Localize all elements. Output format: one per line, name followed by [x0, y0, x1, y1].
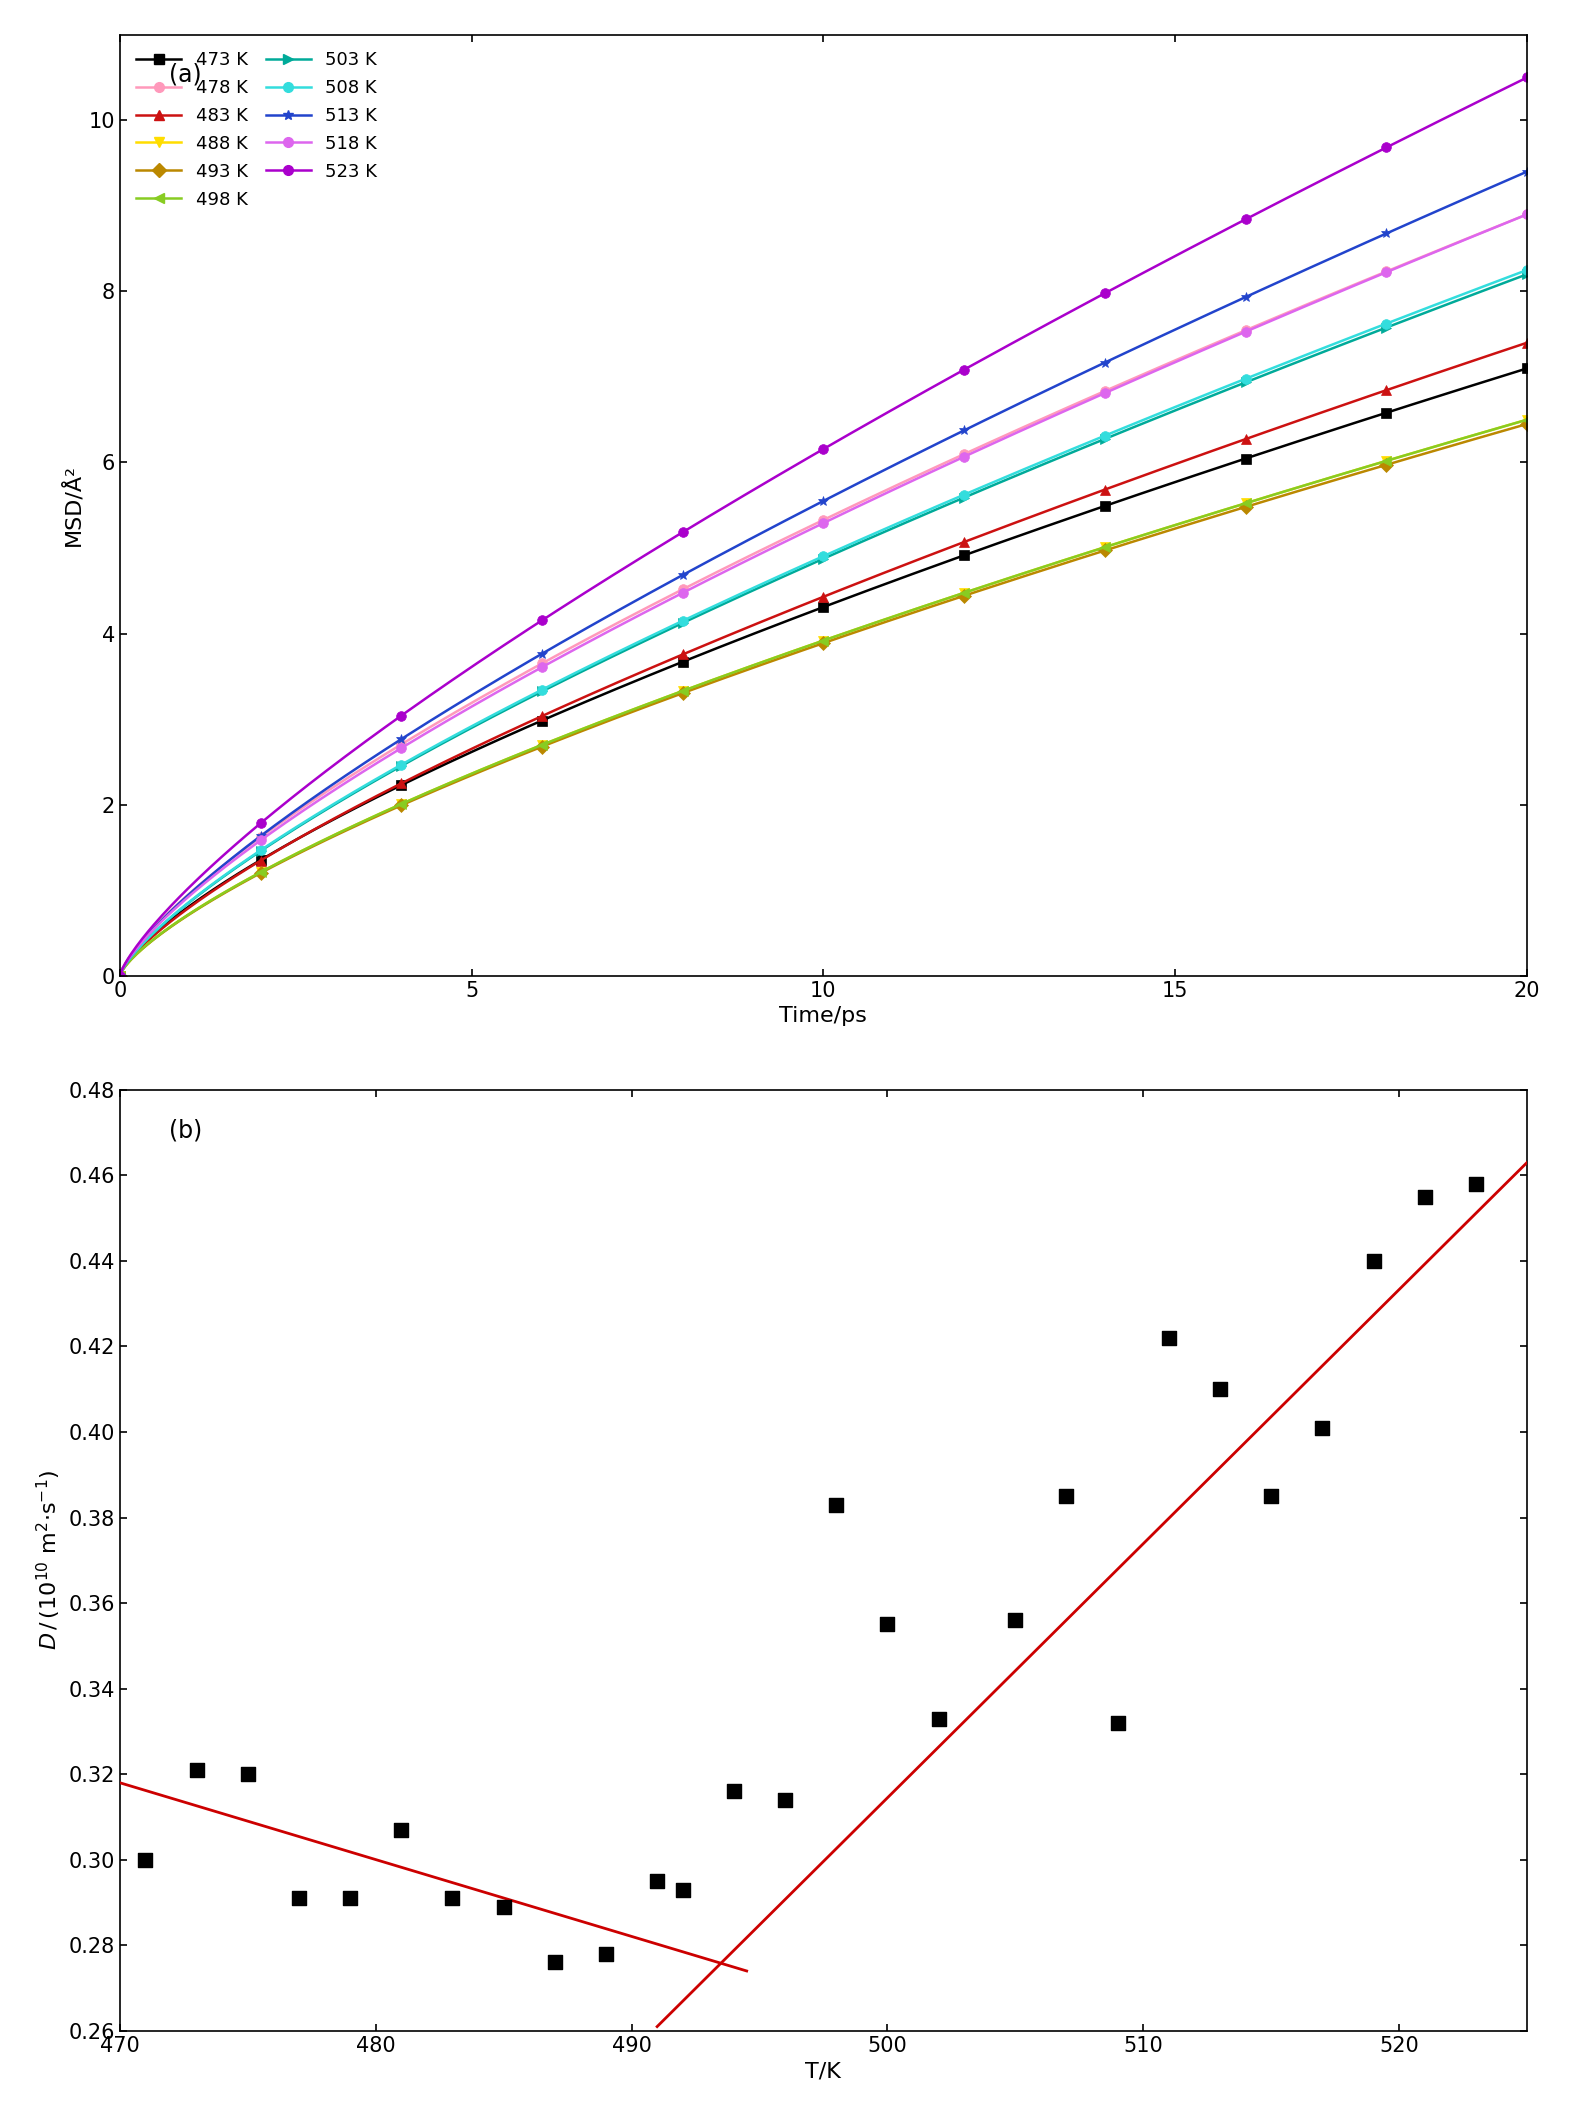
Point [235, 1756, 260, 1790]
Point [1310, 1411, 1336, 1445]
Text: (a): (a) [169, 63, 202, 87]
Point [389, 1813, 414, 1847]
Point [287, 1881, 312, 1915]
Point [439, 1881, 465, 1915]
Point [1361, 1244, 1386, 1278]
Point [874, 1608, 899, 1642]
Point [1413, 1181, 1438, 1215]
Point [132, 1843, 158, 1877]
Point [1208, 1373, 1233, 1407]
Text: (b): (b) [169, 1117, 202, 1143]
Point [1003, 1604, 1028, 1638]
Point [1156, 1320, 1181, 1354]
Point [824, 1488, 849, 1521]
Point [337, 1881, 362, 1915]
Point [1463, 1166, 1488, 1200]
X-axis label: T/K: T/K [805, 2061, 841, 2082]
X-axis label: Time/ps: Time/ps [780, 1007, 868, 1026]
Point [669, 1873, 695, 1907]
Point [594, 1936, 619, 1970]
Point [1258, 1479, 1284, 1513]
Point [1106, 1705, 1131, 1739]
Legend: 473 K, 478 K, 483 K, 488 K, 493 K, 498 K, 503 K, 508 K, 513 K, 518 K, 523 K: 473 K, 478 K, 483 K, 488 K, 493 K, 498 K… [129, 44, 384, 216]
Point [491, 1890, 517, 1923]
Point [542, 1945, 567, 1978]
Y-axis label: $D\,/\,(10^{10}\ \mathrm{m^{2}{\cdot}s^{-1}})$: $D\,/\,(10^{10}\ \mathrm{m^{2}{\cdot}s^{… [35, 1471, 63, 1650]
Point [721, 1775, 747, 1809]
Point [644, 1864, 669, 1898]
Point [772, 1784, 797, 1818]
Point [184, 1752, 209, 1786]
Point [926, 1701, 951, 1735]
Point [1054, 1479, 1079, 1513]
Y-axis label: MSD/Å²: MSD/Å² [61, 463, 83, 546]
